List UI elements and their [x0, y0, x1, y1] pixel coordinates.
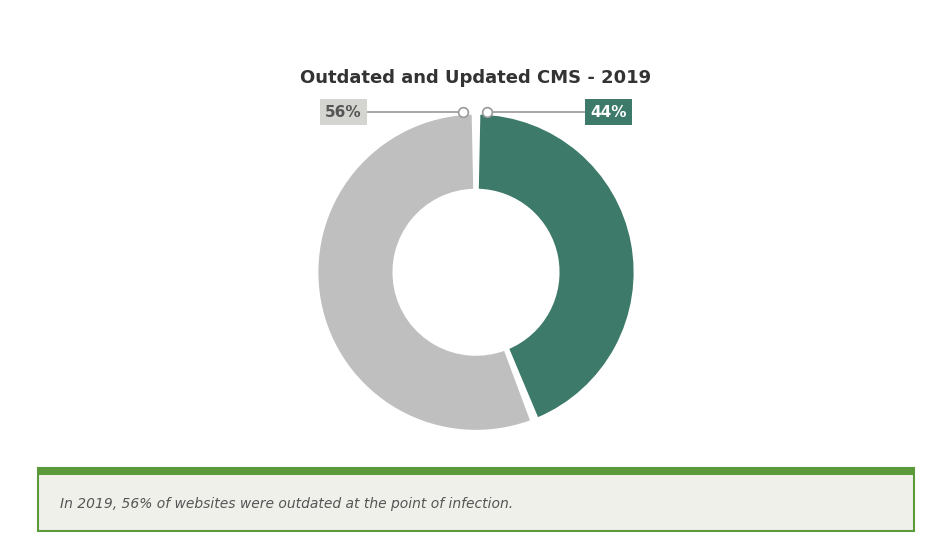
Text: 56%: 56%: [326, 104, 362, 119]
Text: Outdated and Updated CMS - 2019: Outdated and Updated CMS - 2019: [301, 69, 651, 87]
Legend: Outdated, Updated: Outdated, Updated: [366, 488, 586, 504]
Bar: [38, 468, 914, 475]
Wedge shape: [317, 114, 531, 431]
Wedge shape: [478, 114, 635, 419]
Text: 44%: 44%: [590, 104, 626, 119]
Text: In 2019, 56% of websites were outdated at the point of infection.: In 2019, 56% of websites were outdated a…: [60, 497, 513, 511]
